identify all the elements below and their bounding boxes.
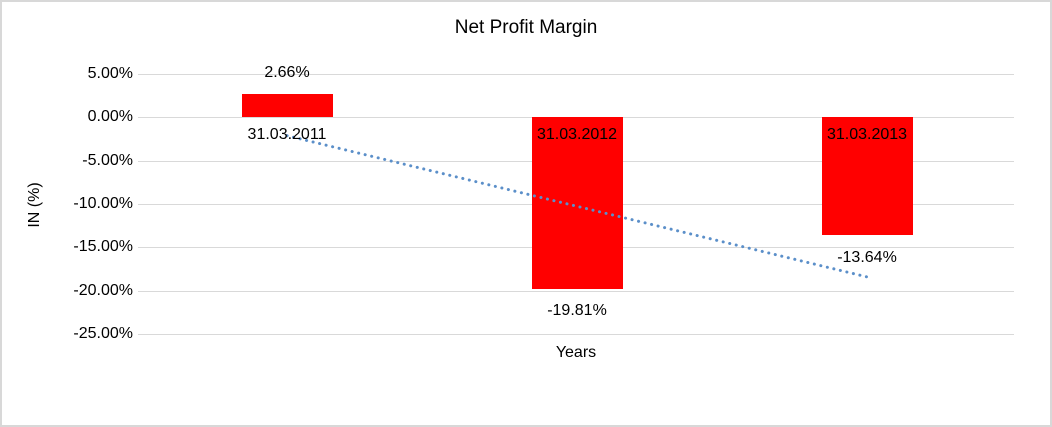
y-tick-label: 0.00% [87, 108, 133, 125]
x-axis-title: Years [555, 344, 597, 361]
gridline [138, 74, 1014, 75]
bar [242, 94, 333, 117]
y-tick-label: -25.00% [73, 325, 133, 342]
category-label: 31.03.2011 [247, 126, 327, 143]
value-label: 2.66% [264, 64, 310, 81]
gridline [138, 334, 1014, 335]
y-tick-label: -15.00% [73, 238, 133, 255]
category-label: 31.03.2013 [826, 126, 908, 143]
y-tick-label: -5.00% [82, 152, 133, 169]
value-label: -19.81% [547, 302, 607, 319]
gridline [138, 291, 1014, 292]
chart-title: Net Profit Margin [454, 17, 598, 38]
category-label: 31.03.2012 [536, 126, 618, 143]
y-tick-label: -20.00% [73, 282, 133, 299]
value-label: -13.64% [837, 249, 897, 266]
y-tick-label: -10.00% [73, 195, 133, 212]
y-tick-label: 5.00% [87, 65, 133, 82]
